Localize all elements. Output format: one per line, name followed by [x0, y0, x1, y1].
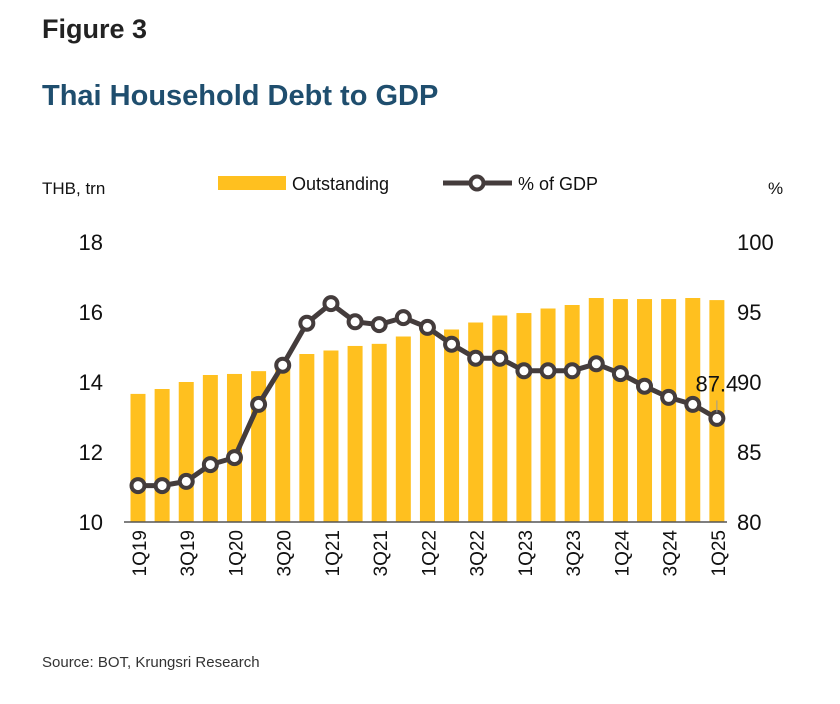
x-tick-label: 3Q24 — [661, 530, 682, 577]
gdp-point-3Q20 — [274, 356, 292, 374]
gdp-point-1Q23 — [515, 362, 533, 380]
bar-3Q21 — [371, 343, 387, 522]
gdp-point-3Q23 — [563, 362, 581, 380]
gdp-point-4Q20 — [298, 314, 316, 332]
bar-1Q19 — [130, 393, 146, 522]
legend-swatch-outstanding — [218, 176, 286, 190]
gdp-point-3Q21 — [370, 316, 388, 334]
legend-label-gdp: % of GDP — [518, 174, 598, 194]
bar-3Q19 — [178, 382, 194, 522]
bar-2Q21 — [347, 345, 363, 522]
gdp-point-1Q25 — [708, 409, 726, 427]
x-tick-label: 1Q23 — [516, 530, 537, 576]
right-tick-label: 85 — [737, 440, 761, 465]
left-tick-label: 18 — [79, 230, 103, 255]
right-tick-label: 95 — [737, 300, 761, 325]
data-label: 87.4 — [695, 371, 738, 396]
left-tick-label: 12 — [79, 440, 103, 465]
left-tick-label: 14 — [79, 370, 103, 395]
gdp-point-1Q19 — [129, 477, 147, 495]
right-tick-label: 100 — [737, 230, 774, 255]
bar-4Q19 — [202, 375, 218, 522]
bar-4Q22 — [492, 315, 508, 522]
gdp-point-3Q19 — [177, 472, 195, 490]
gdp-point-4Q22 — [491, 349, 509, 367]
gdp-point-1Q20 — [225, 449, 243, 467]
bar-1Q24 — [612, 299, 628, 522]
gdp-point-3Q24 — [660, 388, 678, 406]
gdp-point-2Q24 — [636, 377, 654, 395]
bar-2Q22 — [444, 329, 460, 522]
x-tick-label: 1Q24 — [612, 530, 633, 577]
x-tick-label: 3Q20 — [275, 530, 296, 576]
gdp-point-2Q23 — [539, 362, 557, 380]
bar-1Q23 — [516, 313, 532, 522]
x-tick-label: 1Q25 — [709, 530, 730, 576]
right-tick-label: 80 — [737, 510, 761, 535]
bar-4Q20 — [299, 354, 315, 522]
bar-1Q20 — [226, 373, 242, 522]
right-axis-label: % — [768, 179, 783, 198]
legend-label-outstanding: Outstanding — [292, 174, 389, 194]
gdp-point-4Q24 — [684, 395, 702, 413]
gdp-point-1Q21 — [322, 295, 340, 313]
x-tick-label: 1Q20 — [226, 530, 247, 576]
x-tick-label: 3Q22 — [468, 530, 489, 576]
right-tick-label: 90 — [737, 370, 761, 395]
gdp-point-2Q22 — [443, 335, 461, 353]
left-axis-label: THB, trn — [42, 179, 105, 198]
x-tick-label: 3Q23 — [564, 530, 585, 576]
bar-2Q19 — [154, 389, 170, 522]
bar-3Q20 — [275, 361, 291, 522]
bar-2Q24 — [637, 299, 653, 522]
gdp-point-3Q22 — [467, 349, 485, 367]
gdp-point-2Q21 — [346, 313, 364, 331]
x-tick-label: 3Q19 — [178, 530, 199, 576]
left-tick-label: 16 — [79, 300, 103, 325]
bar-1Q22 — [419, 331, 435, 522]
source-note: Source: BOT, Krungsri Research — [42, 654, 260, 671]
gdp-point-4Q19 — [201, 456, 219, 474]
left-tick-label: 10 — [79, 510, 103, 535]
gdp-point-1Q24 — [611, 365, 629, 383]
gdp-point-2Q20 — [250, 395, 268, 413]
bar-3Q24 — [661, 299, 677, 522]
bar-4Q23 — [588, 298, 604, 522]
legend-swatch-gdp-marker — [468, 174, 486, 192]
gdp-point-2Q19 — [153, 477, 171, 495]
bar-1Q21 — [323, 350, 339, 522]
bar-3Q22 — [468, 322, 484, 522]
gdp-point-4Q23 — [587, 355, 605, 373]
gdp-point-4Q21 — [394, 309, 412, 327]
x-tick-label: 3Q21 — [371, 530, 392, 576]
gdp-point-1Q22 — [418, 318, 436, 336]
chart-title: Thai Household Debt to GDP — [42, 80, 439, 112]
bar-4Q21 — [395, 336, 411, 522]
figure-label: Figure 3 — [42, 14, 148, 44]
bar-3Q23 — [564, 305, 580, 522]
bar-2Q23 — [540, 308, 556, 522]
x-tick-label: 1Q21 — [323, 530, 344, 576]
x-tick-label: 1Q22 — [419, 530, 440, 576]
x-tick-label: 1Q19 — [130, 530, 151, 576]
